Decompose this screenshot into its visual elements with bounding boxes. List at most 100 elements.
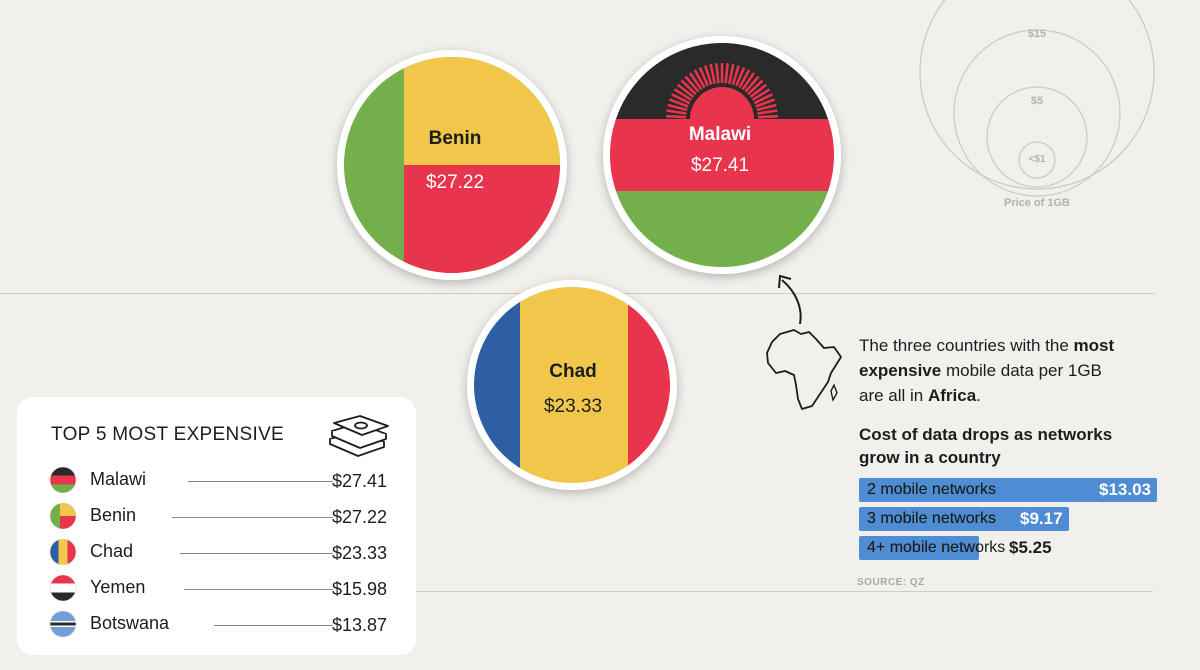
- bar-label: 2 mobile networks: [867, 481, 996, 498]
- chad-flag-icon: [474, 287, 670, 483]
- flag-circle-benin: [337, 50, 567, 280]
- sun-ray: [693, 69, 706, 89]
- sun-ray: [747, 79, 764, 96]
- rank-country: Botswana: [90, 613, 170, 633]
- sun-ray: [753, 93, 773, 105]
- sun-ray: [698, 67, 709, 87]
- bar-fill: [859, 507, 1069, 531]
- benin-flag-icon: [49, 502, 77, 530]
- note-text: The three countries with the most expens…: [859, 336, 1115, 405]
- sun-ray: [688, 72, 703, 91]
- rank-row-malawi: Malawi $27.41: [49, 466, 387, 494]
- sun-ray: [735, 67, 746, 87]
- rank-leader-line: [172, 517, 333, 518]
- bar-value: $9.17: [1020, 509, 1063, 528]
- bar-label-overlay: 3 mobile networks: [859, 507, 1069, 531]
- sun-ray: [680, 79, 697, 96]
- bar-label: 3 mobile networks: [867, 510, 996, 527]
- legend-label-15: $15: [1028, 28, 1046, 40]
- bar-label-white: 4+ mobile networks: [867, 539, 979, 556]
- bar-label: 4+ mobile networks: [867, 539, 1006, 556]
- sun-ray: [715, 63, 720, 84]
- bar-label-white: 2 mobile networks: [867, 481, 996, 498]
- sun-ray: [756, 103, 777, 112]
- legend-label-5: $5: [1031, 95, 1043, 107]
- source-text: SOURCE: QZ: [857, 577, 925, 588]
- rank-row-yemen: Yemen $15.98: [49, 574, 387, 602]
- rank-value: $15.98: [331, 579, 387, 599]
- bar-fill: [859, 478, 1157, 502]
- bar-row-2: 3 mobile networks 3 mobile networks $9.17: [859, 507, 1159, 531]
- rank-value: $13.87: [331, 615, 387, 635]
- divider-line-bottom: [416, 591, 1153, 592]
- sun-ray: [669, 98, 689, 108]
- yemen-flag-icon: [49, 574, 77, 602]
- rank-country: Chad: [90, 541, 134, 561]
- bars-title: Cost of data drops as networks grow in a…: [859, 425, 1113, 467]
- rank-value: $23.33: [331, 543, 387, 563]
- sun-ray: [744, 75, 760, 93]
- sun-ray: [667, 103, 688, 112]
- rank-country: Benin: [90, 505, 137, 525]
- rank-row-chad: Chad $23.33: [49, 538, 387, 566]
- bar-fill: [859, 536, 979, 560]
- botswana-flag-icon: [49, 610, 77, 638]
- sun-ray: [738, 69, 751, 89]
- flag-price-benin: $27.22: [425, 172, 485, 193]
- sun-ray: [676, 83, 695, 98]
- bar-value: $5.25: [1009, 538, 1052, 557]
- rank-leader-line: [214, 625, 333, 626]
- malawi-flag-icon: [610, 43, 834, 267]
- benin-flag-icon: [344, 57, 560, 273]
- size-legend: $15 $5 <$1 Price of 1GB: [919, 0, 1155, 209]
- bar-label-overlay: 4+ mobile networks: [859, 536, 979, 560]
- sun-ray: [749, 83, 768, 98]
- rank-leader-line: [184, 589, 333, 590]
- panel-title: TOP 5 MOST EXPENSIVE: [51, 424, 285, 445]
- flag-price-malawi: $27.41: [690, 155, 750, 176]
- sun-ray: [703, 65, 713, 86]
- sun-ray: [727, 63, 735, 84]
- rank-row-benin: Benin $27.22: [49, 502, 387, 530]
- money-stack-icon: [329, 415, 389, 457]
- sun-ray: [757, 114, 778, 119]
- flag-circle-malawi: [603, 36, 841, 274]
- sun-ray: [666, 114, 687, 119]
- bar-row-1: 2 mobile networks 2 mobile networks $13.03: [859, 478, 1159, 502]
- bar-label-overlay: 2 mobile networks: [859, 478, 1157, 502]
- top5-panel: TOP 5 MOST EXPENSIVE Malawi $27.41 Benin $2…: [17, 397, 416, 655]
- sun-ray: [684, 75, 700, 93]
- chad-flag-icon: [49, 538, 77, 566]
- legend-circle-15: [919, 0, 1155, 190]
- flag-name-chad: Chad: [549, 361, 597, 382]
- rank-country: Malawi: [90, 469, 147, 489]
- sun-ray: [724, 63, 729, 84]
- sun-ray: [671, 93, 691, 105]
- malawi-flag-icon: [49, 466, 77, 494]
- flag-name-benin: Benin: [428, 128, 482, 149]
- legend-circle-1: [1018, 141, 1056, 179]
- sun-ray: [731, 65, 741, 86]
- rank-country: Yemen: [90, 577, 146, 597]
- rank-leader-line: [188, 481, 333, 482]
- flag-circle-chad: [467, 280, 677, 490]
- sun-ray: [673, 88, 693, 102]
- legend-circle-5: [953, 29, 1121, 197]
- sun-ray: [709, 63, 717, 84]
- rank-row-botswana: Botswana $13.87: [49, 610, 387, 638]
- legend-label-1: <$1: [1029, 154, 1046, 165]
- bar-value: $13.03: [1099, 480, 1151, 499]
- sun-ray: [741, 72, 756, 91]
- africa-outline-icon: [766, 329, 842, 410]
- sun-ray: [751, 88, 771, 102]
- sun-ray: [757, 109, 778, 115]
- rank-value: $27.41: [331, 471, 387, 491]
- legend-circle-10: [986, 86, 1088, 188]
- sun-ray: [666, 109, 687, 115]
- flag-name-malawi: Malawi: [688, 124, 752, 145]
- sun-ray: [755, 98, 775, 108]
- legend-caption: Price of 1GB: [1004, 197, 1070, 209]
- flag-price-chad: $23.33: [543, 396, 603, 417]
- curved-arrow-icon: [778, 274, 802, 325]
